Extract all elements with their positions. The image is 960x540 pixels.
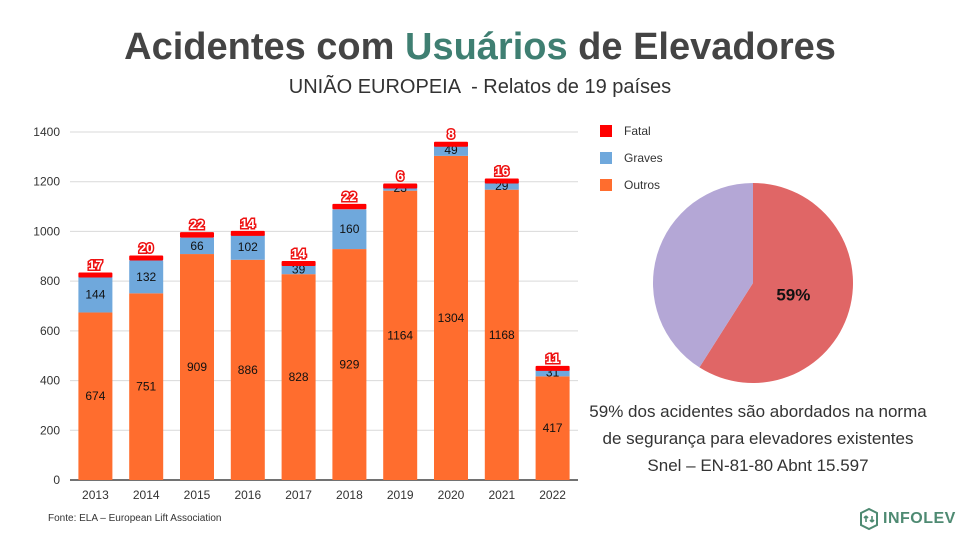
legend-swatch-fatal: [600, 125, 612, 137]
fatal-label-2018: 22: [342, 189, 356, 204]
bar-outros-2020: [434, 155, 468, 480]
bar-outros-2014: [129, 293, 164, 480]
bar-outros-2021: [484, 189, 519, 480]
fatal-label-2015: 22: [190, 217, 204, 232]
pie-slice-1: [653, 183, 753, 368]
outros-label-2016: 886: [238, 363, 258, 377]
y-tick-label: 1000: [33, 224, 60, 238]
legend-label-graves: Graves: [624, 151, 663, 165]
graves-label-2013: 144: [85, 288, 105, 302]
bar-outros-2019: [383, 190, 418, 481]
bar-graves-2022: [535, 368, 570, 377]
page-title: Acidentes com Usuários de Elevadores: [0, 26, 960, 69]
y-tick-label: 0: [53, 473, 60, 487]
outros-label-2013: 674: [85, 389, 105, 403]
bar-graves-2015: [180, 237, 214, 255]
bar-fatal-2017: [281, 261, 316, 267]
bar-graves-2021: [484, 182, 519, 190]
fatal-label-2020: 8: [447, 127, 454, 142]
x-tick-label: 2020: [438, 488, 465, 502]
x-tick-label: 2014: [133, 488, 160, 502]
outros-label-2014: 751: [136, 380, 156, 394]
outros-label-2018: 929: [339, 358, 359, 372]
pie-chart: Fatal Graves Outros 59%: [600, 124, 853, 383]
fatal-label-2019: 6: [397, 168, 404, 183]
bar-outros-2015: [180, 254, 214, 480]
fatal-label-2013: 17: [88, 257, 102, 272]
y-tick-label: 400: [40, 374, 60, 388]
bar-graves-2018: [332, 209, 367, 250]
legend-swatch-graves: [600, 152, 612, 164]
x-tick-label: 2015: [184, 488, 211, 502]
legend-label-fatal: Fatal: [624, 124, 651, 138]
page-subtitle: UNIÃO EUROPEIA - Relatos de 19 países: [288, 76, 672, 98]
bar-fatal-2013: [78, 272, 113, 278]
fatal-label-2016: 14: [241, 216, 256, 231]
bar-outros-2017: [281, 274, 316, 480]
y-tick-label: 1200: [33, 175, 60, 189]
y-tick-label: 200: [40, 423, 60, 437]
bar-graves-2016: [230, 234, 265, 260]
fatal-label-2017: 14: [291, 246, 306, 261]
fatal-label-2022: 11: [546, 351, 560, 366]
source-note: Fonte: ELA – European Lift Association: [48, 513, 222, 524]
title-part1: Acidentes com: [124, 26, 405, 68]
infolev-logo-icon: [860, 507, 878, 531]
bar-fatal-2018: [332, 203, 367, 210]
title-highlight: Usuários: [405, 26, 568, 68]
outros-label-2022: 417: [543, 421, 563, 435]
outros-label-2021: 1168: [489, 328, 515, 342]
legend-label-outros: Outros: [624, 178, 660, 192]
bar-fatal-2015: [180, 232, 214, 238]
bar-outros-2018: [332, 249, 367, 480]
x-tick-label: 2022: [539, 488, 566, 502]
bar-graves-2020: [434, 143, 468, 156]
pie-note: 59% dos acidentes são abordados na norma…: [589, 402, 927, 475]
bar-fatal-2021: [484, 178, 519, 184]
x-tick-label: 2019: [387, 488, 414, 502]
stacked-bar-chart: 0200400600800100012001400674144172013751…: [33, 125, 578, 502]
outros-label-2017: 828: [289, 370, 309, 384]
graves-label-2015: 66: [190, 239, 204, 253]
pie-slice-label-0: 59%: [776, 286, 810, 305]
y-tick-label: 1400: [33, 125, 60, 139]
outros-label-2015: 909: [187, 360, 207, 374]
bar-graves-2013: [78, 276, 113, 313]
x-tick-label: 2016: [234, 488, 261, 502]
bar-outros-2013: [78, 312, 113, 480]
bar-fatal-2022: [535, 365, 570, 371]
title-part2: de Elevadores: [567, 26, 836, 68]
pie-slice-0: [699, 183, 853, 383]
x-tick-label: 2017: [285, 488, 312, 502]
bar-graves-2017: [281, 264, 316, 275]
bar-fatal-2020: [434, 141, 468, 147]
bar-outros-2022: [535, 376, 570, 480]
x-tick-label: 2018: [336, 488, 363, 502]
bar-outros-2016: [230, 259, 265, 480]
legend-swatch-outros: [600, 179, 612, 191]
x-tick-label: 2021: [488, 488, 515, 502]
bar-graves-2014: [129, 260, 164, 294]
bar-fatal-2016: [230, 230, 265, 236]
y-tick-label: 600: [40, 324, 60, 338]
y-tick-label: 800: [40, 274, 60, 288]
bar-fatal-2019: [383, 183, 418, 189]
outros-label-2020: 1304: [438, 311, 465, 325]
graves-label-2016: 102: [238, 240, 258, 254]
fatal-label-2021: 16: [495, 163, 509, 178]
logo-text: INFOLEV: [883, 510, 956, 527]
graves-label-2014: 132: [136, 270, 156, 284]
graves-label-2018: 160: [339, 222, 359, 236]
fatal-label-2014: 20: [139, 241, 153, 256]
infolev-logo: INFOLEV: [858, 506, 956, 532]
outros-label-2019: 1164: [387, 328, 413, 342]
x-tick-label: 2013: [82, 488, 109, 502]
bar-fatal-2014: [129, 255, 164, 261]
